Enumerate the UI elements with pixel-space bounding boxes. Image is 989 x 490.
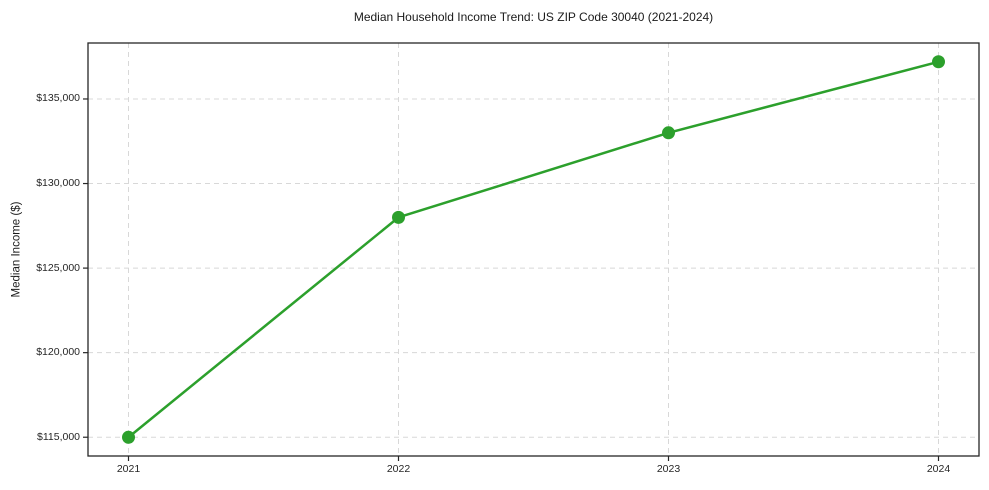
y-tick-label: $125,000 bbox=[36, 261, 80, 274]
data-point bbox=[392, 210, 405, 224]
y-tick-label: $135,000 bbox=[36, 92, 80, 105]
data-point bbox=[662, 126, 675, 140]
data-point bbox=[932, 55, 945, 69]
y-tick-label: $120,000 bbox=[36, 346, 80, 359]
data-line bbox=[127, 60, 940, 439]
chart-title: Median Household Income Trend: US ZIP Co… bbox=[353, 10, 714, 24]
x-tick-label: 2021 bbox=[116, 463, 141, 475]
x-tick-label: 2024 bbox=[926, 463, 951, 475]
x-tick-label: 2023 bbox=[656, 463, 681, 475]
data-point bbox=[122, 430, 135, 444]
y-tick-label: $130,000 bbox=[36, 177, 80, 190]
x-tick-label: 2022 bbox=[386, 463, 411, 475]
axes-spine bbox=[87, 42, 980, 457]
y-tick-label: $115,000 bbox=[36, 430, 80, 443]
